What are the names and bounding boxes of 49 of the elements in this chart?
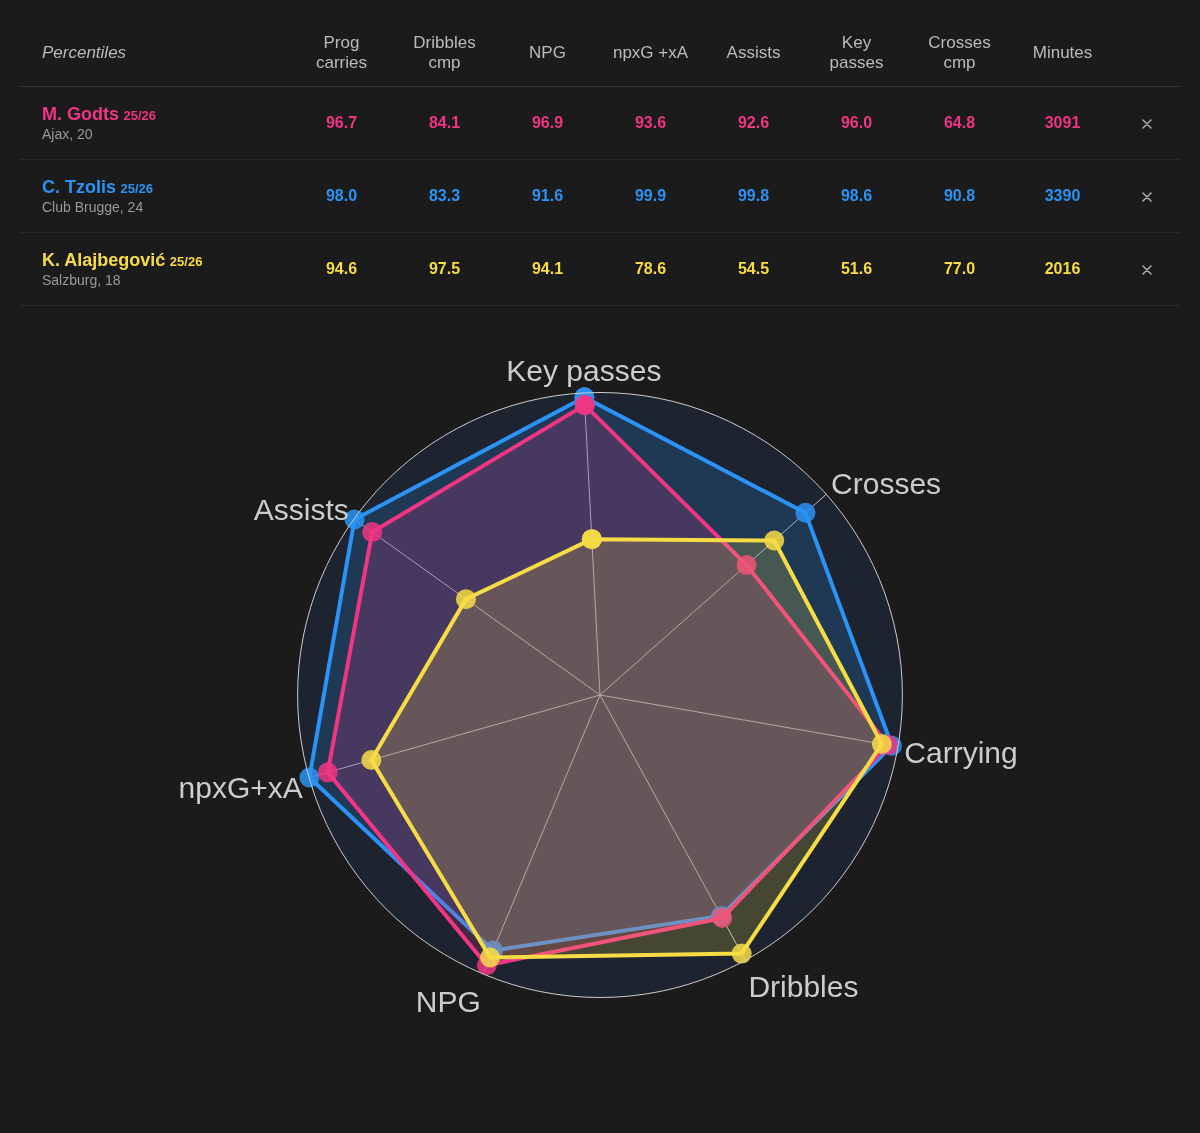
text: 25/26 (123, 107, 156, 123)
spoke-label: npxG+xA (178, 770, 303, 804)
legend-label: C. Tzolis (42, 176, 117, 197)
category-label: Crosses cmp (927, 33, 992, 73)
text: Salzburg, 18 (42, 271, 121, 288)
data-label: 83.3 (393, 159, 496, 233)
text: 25/26 (120, 180, 154, 196)
category-label: Minutes (1031, 43, 1094, 63)
data-label: 77.0 (908, 232, 1011, 306)
data-label: 94.1 (496, 232, 599, 306)
data-label: 92.6 (702, 86, 805, 160)
category-label: Key passes (828, 33, 885, 73)
text: Percentiles (20, 20, 290, 87)
data-label: 78.6 (599, 232, 702, 306)
data-label: 90.8 (908, 159, 1011, 233)
data-label: 84.1 (393, 86, 496, 160)
legend-label: M. Godts (42, 103, 119, 124)
data-label: 2016 (1011, 232, 1114, 306)
data-label: 3091 (1011, 86, 1114, 160)
data-label: 51.6 (805, 232, 908, 306)
data-label: 99.8 (702, 159, 805, 233)
spoke-label: Assists (253, 493, 349, 527)
data-label: 91.6 (496, 159, 599, 233)
data-label: 64.8 (908, 86, 1011, 160)
data-label: 96.0 (805, 86, 908, 160)
text: 25/26 (169, 253, 203, 269)
spoke-label: Key passes (506, 354, 662, 388)
data-label: 97.5 (393, 232, 496, 306)
data-label: 93.6 (599, 86, 702, 160)
spoke-label: Dribbles (748, 970, 859, 1004)
text: Ajax, 20 (42, 125, 93, 142)
data-label: 99.9 (599, 159, 702, 233)
category-label: npxG +xA (611, 43, 690, 63)
spoke-label: Crosses (831, 466, 942, 500)
category-label: Prog carries (315, 33, 368, 73)
legend-label: K. Alajbegović (42, 249, 166, 270)
category-label: Dribbles cmp (412, 33, 477, 73)
spoke-label: Carrying (904, 736, 1018, 770)
data-label: 54.5 (702, 232, 805, 306)
category-label: Assists (725, 43, 782, 63)
data-label: 98.0 (290, 159, 393, 233)
data-label: 96.7 (290, 86, 393, 160)
data-label: 94.6 (290, 232, 393, 306)
data-label: 96.9 (496, 86, 599, 160)
data-label: 98.6 (805, 159, 908, 233)
text: Club Brugge, 24 (42, 198, 144, 215)
spoke-label: NPG (415, 984, 481, 1018)
data-label: 3390 (1011, 159, 1114, 233)
category-label: NPG (528, 43, 567, 63)
